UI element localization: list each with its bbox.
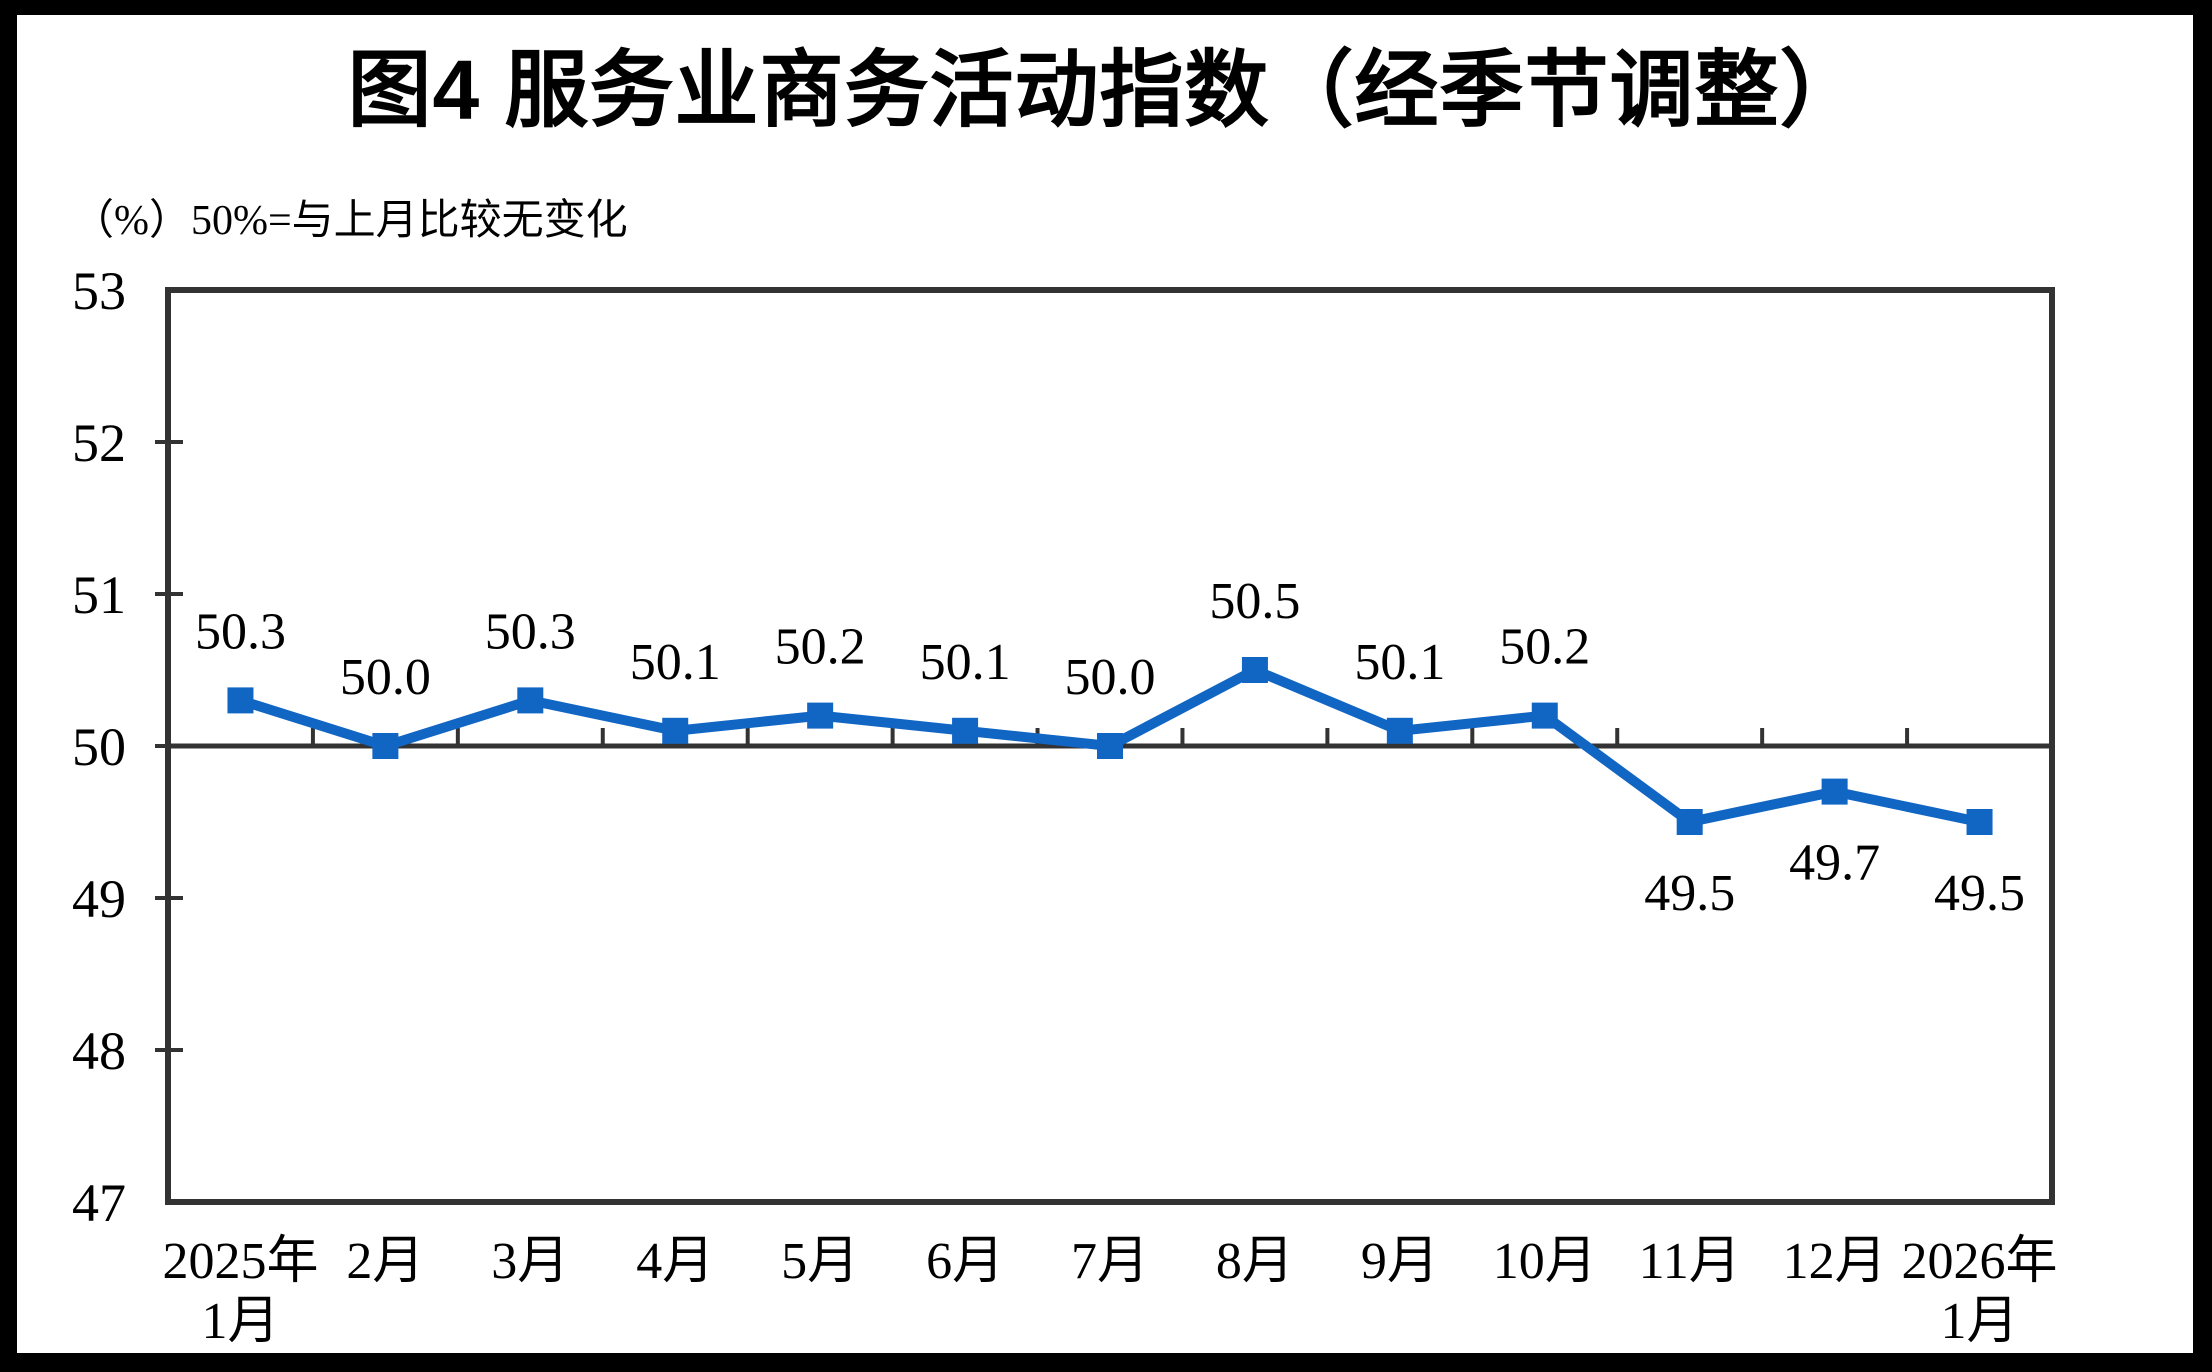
data-label: 50.3 [195,603,286,660]
x-axis-label: 10月 [1493,1233,1597,1290]
chart-title: 图4 服务业商务活动指数（经季节调整） [347,43,1865,137]
data-point-marker [662,717,689,744]
x-axis-label: 1月 [201,1293,279,1350]
data-label: 50.2 [1499,619,1590,676]
x-axis-label: 11月 [1639,1233,1741,1290]
y-axis-tick-label: 50 [72,717,126,777]
x-axis-label: 8月 [1216,1233,1294,1290]
data-point-marker [227,687,254,714]
data-point-marker [1676,809,1703,835]
data-label: 49.7 [1789,835,1880,892]
y-axis-tick-label: 49 [72,869,126,929]
data-point-marker [952,717,979,744]
data-point-marker [1821,778,1848,805]
data-point-marker [517,687,544,714]
data-point-marker [1966,809,1993,835]
data-label: 50.2 [775,619,866,676]
y-axis-tick-label: 48 [72,1021,126,1081]
y-axis-tick-label: 51 [72,565,126,625]
x-axis-label: 1月 [1941,1293,2019,1350]
data-label: 50.0 [1065,649,1156,706]
data-label: 50.1 [920,634,1011,691]
y-axis-unit-note: （%）50%=与上月比较无变化 [72,198,628,244]
x-axis-label: 12月 [1783,1233,1887,1290]
x-axis-label: 2026年 [1902,1233,2058,1290]
x-axis-label: 2月 [346,1233,424,1290]
data-label: 50.3 [485,603,576,660]
data-label: 49.5 [1644,865,1735,922]
x-axis-label: 6月 [926,1233,1004,1290]
x-axis-label: 2025年 [162,1233,318,1290]
x-axis-label: 3月 [491,1233,569,1290]
data-label: 50.0 [340,649,431,706]
data-point-marker [1531,702,1558,729]
y-axis-tick-label: 53 [72,261,126,321]
chart-canvas [17,15,2193,1353]
data-point-marker [1386,717,1413,744]
data-label: 50.1 [630,634,721,691]
data-point-marker [1097,733,1123,759]
x-axis-label: 4月 [636,1233,714,1290]
data-point-marker [1241,657,1268,683]
data-point-marker [807,702,834,729]
data-label: 49.5 [1934,865,2025,922]
x-axis-label: 5月 [781,1233,859,1290]
data-label: 50.5 [1209,573,1300,630]
data-point-marker [372,733,399,759]
y-axis-tick-label: 52 [72,413,126,473]
y-axis-tick-label: 47 [72,1173,126,1233]
data-label: 50.1 [1354,634,1445,691]
x-axis-label: 9月 [1361,1233,1439,1290]
x-axis-label: 7月 [1071,1233,1149,1290]
